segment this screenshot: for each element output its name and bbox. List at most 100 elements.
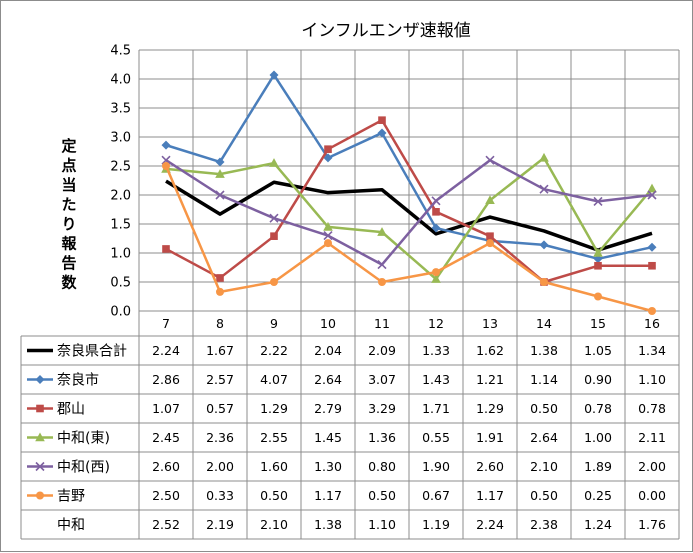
series-lines — [161, 70, 657, 315]
data-point — [378, 116, 386, 124]
table-row: 奈良市 2.86 2.57 4.07 2.64 3.07 1.43 1.21 1.14 0.90 1… — [27, 372, 666, 389]
data-point — [539, 184, 549, 194]
data-point — [431, 223, 441, 233]
data-point — [486, 232, 494, 240]
data-label: 1.29 — [476, 401, 504, 416]
data-label: 1.90 — [422, 459, 450, 474]
data-point — [594, 292, 602, 301]
data-label: 0.78 — [584, 401, 612, 416]
data-label: 0.80 — [368, 459, 396, 474]
data-point — [377, 128, 387, 138]
data-point — [485, 155, 495, 165]
data-label: 2.79 — [314, 401, 342, 416]
data-label: 2.52 — [152, 517, 180, 532]
data-label: 2.09 — [368, 343, 396, 358]
data-label: 1.89 — [584, 459, 612, 474]
data-label: 2.86 — [152, 372, 180, 387]
data-label: 1.33 — [422, 343, 450, 358]
data-label: 0.00 — [638, 488, 666, 503]
data-label: 2.36 — [206, 430, 234, 445]
x-tick-label: 14 — [536, 316, 552, 331]
y-tick-label: 2.0 — [110, 189, 131, 204]
y-tick-label: 3.5 — [110, 102, 131, 117]
data-point — [323, 221, 333, 231]
y-tick-label: 4.0 — [110, 73, 131, 88]
y-axis-label-text: 定点当たり報告数 — [61, 137, 77, 292]
data-label: 4.07 — [260, 372, 288, 387]
table-row: 中和(西) 2.60 2.00 1.60 1.30 0.80 1.90 2.60 2.10 1.8… — [27, 459, 666, 476]
data-label: 1.30 — [314, 459, 342, 474]
legend-label: 吉野 — [57, 489, 85, 505]
legend-label: 奈良市 — [57, 372, 99, 389]
table-row: 中和 2.52 2.19 2.10 1.38 1.10 1.19 2.24 2.38 1.24 1.… — [57, 517, 666, 534]
data-point — [377, 260, 387, 270]
data-point — [269, 70, 279, 80]
data-point — [269, 213, 279, 223]
data-label: 1.29 — [260, 401, 288, 416]
data-label: 1.19 — [422, 517, 450, 532]
data-label: 0.78 — [638, 401, 666, 416]
data-label: 1.14 — [530, 372, 558, 387]
data-label: 2.64 — [314, 372, 342, 387]
data-point — [161, 140, 171, 150]
data-label: 0.67 — [422, 488, 450, 503]
data-label: 1.24 — [584, 517, 612, 532]
data-label: 1.71 — [422, 401, 450, 416]
data-label: 2.64 — [530, 430, 558, 445]
data-point — [269, 158, 279, 167]
data-label: 2.11 — [638, 430, 666, 445]
data-label: 0.50 — [530, 401, 558, 416]
data-point — [270, 232, 278, 240]
data-label: 2.24 — [476, 517, 504, 532]
data-point — [162, 245, 170, 253]
x-tick-label: 9 — [270, 316, 278, 331]
data-label: 0.90 — [584, 372, 612, 387]
y-tick-label: 3.0 — [110, 131, 131, 146]
data-label: 1.60 — [260, 459, 288, 474]
legend-marker — [35, 461, 45, 472]
data-label: 2.19 — [206, 517, 234, 532]
series — [165, 179, 653, 252]
data-point — [323, 153, 333, 163]
data-point — [377, 227, 387, 236]
data-point — [324, 239, 332, 248]
data-point — [540, 278, 548, 286]
data-point — [486, 239, 494, 248]
series — [162, 162, 656, 315]
legend-marker — [36, 404, 44, 413]
legend-marker — [35, 432, 45, 442]
x-tick-label: 8 — [216, 316, 224, 331]
data-label: 1.36 — [368, 430, 396, 445]
data-point — [593, 196, 603, 206]
legend-label: 中和 — [57, 518, 85, 534]
data-label: 1.67 — [206, 343, 234, 358]
data-label: 2.10 — [260, 517, 288, 532]
data-label: 0.50 — [530, 488, 558, 503]
data-label: 3.07 — [368, 372, 396, 387]
data-label: 0.50 — [368, 488, 396, 503]
y-tick-label: 1.0 — [110, 247, 131, 262]
data-label: 1.43 — [422, 372, 450, 387]
legend-label: 郡山 — [57, 402, 85, 418]
data-point — [539, 152, 549, 162]
data-point — [648, 307, 656, 315]
data-point — [485, 195, 495, 205]
y-tick-label: 1.5 — [110, 218, 131, 233]
data-label: 1.34 — [638, 343, 666, 358]
data-point — [215, 169, 225, 178]
data-point — [432, 208, 440, 216]
data-point — [216, 274, 224, 282]
data-label: 1.38 — [314, 517, 342, 532]
data-point — [648, 261, 656, 270]
series-line — [165, 158, 653, 266]
data-label: 2.45 — [152, 430, 180, 445]
data-label: 1.62 — [476, 343, 504, 358]
data-label: 0.33 — [206, 488, 234, 503]
x-tick-label: 16 — [644, 316, 660, 331]
data-point — [431, 196, 441, 206]
data-label: 1.38 — [530, 343, 558, 358]
y-tick-label: 0.5 — [110, 276, 131, 291]
data-label: 2.60 — [152, 459, 180, 474]
